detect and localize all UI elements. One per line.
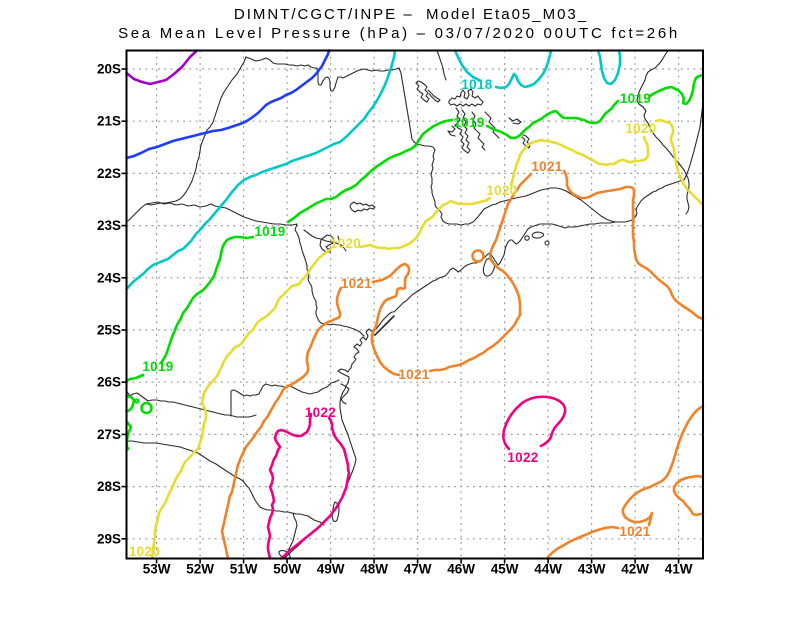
- svg-text:1019: 1019: [620, 91, 651, 106]
- svg-text:41W: 41W: [665, 562, 693, 577]
- svg-text:46W: 46W: [447, 562, 475, 577]
- svg-text:20S: 20S: [97, 62, 121, 77]
- svg-text:1019: 1019: [453, 115, 484, 130]
- svg-text:50W: 50W: [273, 562, 301, 577]
- svg-text:1021: 1021: [341, 276, 372, 291]
- svg-text:28S: 28S: [97, 479, 121, 494]
- svg-text:49W: 49W: [317, 562, 345, 577]
- svg-text:42W: 42W: [621, 562, 649, 577]
- svg-text:Sea Mean Level Pressure (hPa): Sea Mean Level Pressure (hPa) – 03/07/20…: [118, 25, 680, 42]
- svg-text:22S: 22S: [97, 166, 121, 181]
- svg-text:51W: 51W: [230, 562, 258, 577]
- svg-text:1021: 1021: [531, 159, 562, 174]
- svg-text:1019: 1019: [142, 359, 173, 374]
- svg-text:23S: 23S: [97, 218, 121, 233]
- svg-text:45W: 45W: [491, 562, 519, 577]
- svg-text:24S: 24S: [97, 270, 121, 285]
- svg-text:47W: 47W: [404, 562, 432, 577]
- svg-text:1022: 1022: [507, 450, 538, 465]
- svg-text:DIMNT/CGCT/INPE – Model Eta05: DIMNT/CGCT/INPE – Model Eta05_M03_: [234, 6, 588, 23]
- svg-text:25S: 25S: [97, 323, 121, 338]
- svg-text:52W: 52W: [186, 562, 214, 577]
- svg-text:29S: 29S: [97, 531, 121, 546]
- svg-text:48W: 48W: [360, 562, 388, 577]
- svg-text:1018: 1018: [461, 77, 492, 92]
- svg-text:43W: 43W: [578, 562, 606, 577]
- svg-text:53W: 53W: [143, 562, 171, 577]
- svg-text:1020: 1020: [330, 236, 361, 251]
- svg-text:1021: 1021: [398, 367, 429, 382]
- svg-text:1021: 1021: [619, 524, 650, 539]
- svg-text:26S: 26S: [97, 375, 121, 390]
- svg-text:1022: 1022: [305, 405, 336, 420]
- svg-text:1020: 1020: [129, 544, 160, 559]
- svg-text:44W: 44W: [534, 562, 562, 577]
- svg-text:1020: 1020: [625, 121, 656, 136]
- svg-text:1019: 1019: [254, 224, 285, 239]
- svg-text:1020: 1020: [486, 183, 517, 198]
- svg-text:21S: 21S: [97, 114, 121, 129]
- svg-text:27S: 27S: [97, 427, 121, 442]
